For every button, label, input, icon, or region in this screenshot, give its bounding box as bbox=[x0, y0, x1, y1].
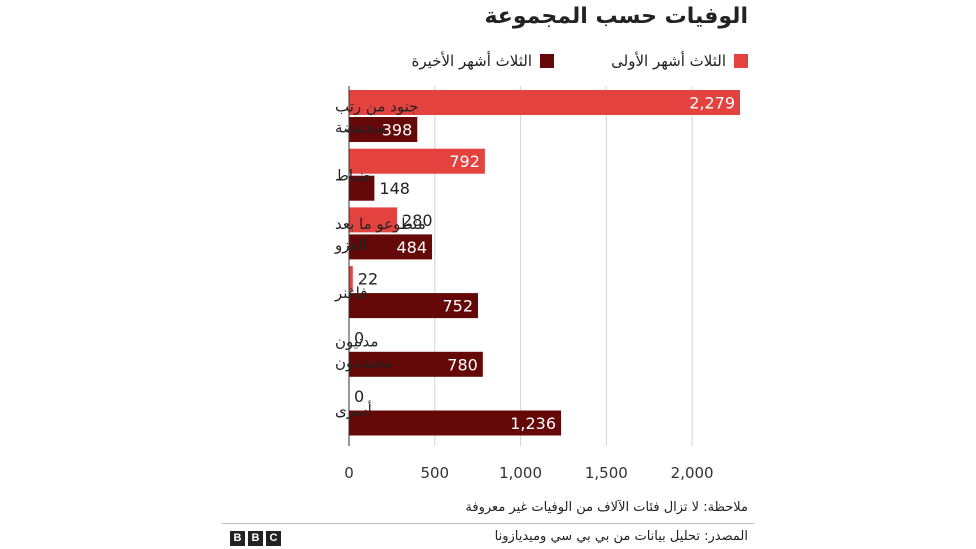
bar-value-label: 780 bbox=[447, 355, 478, 374]
bar-last-three-months bbox=[349, 351, 483, 377]
bar-last-three-months bbox=[349, 410, 562, 436]
bar-value-label: 752 bbox=[442, 297, 473, 316]
legend-first-three-months: الثلاث أشهر الأولى bbox=[611, 50, 748, 72]
category-label: متطوعو ما بعد bbox=[335, 215, 426, 233]
bar-value-label: 280 bbox=[402, 211, 433, 230]
x-tick-label: 1,500 bbox=[585, 464, 628, 482]
logo-letter: B bbox=[248, 531, 263, 546]
category-label: منخفضة bbox=[335, 119, 386, 137]
bar-value-label: 792 bbox=[449, 152, 480, 171]
chart-note: ملاحظة: لا تزال فئات الآلاف من الوفيات غ… bbox=[465, 500, 748, 515]
category-label: الغزو bbox=[334, 236, 367, 254]
bar-value-label: 398 bbox=[382, 121, 413, 140]
bar-first-three-months bbox=[349, 207, 398, 233]
bar-value-label: 484 bbox=[396, 238, 427, 257]
chart-title: الوفيات حسب المجموعة bbox=[484, 4, 748, 29]
bar-first-three-months bbox=[349, 90, 740, 115]
bbc-logo: B B C bbox=[230, 531, 281, 546]
x-tick-label: 2,000 bbox=[671, 464, 714, 482]
bar-value-label: 22 bbox=[358, 270, 378, 289]
bar-value-label: 148 bbox=[379, 179, 410, 198]
category-label: محشدون bbox=[335, 353, 392, 371]
chart-source: المصدر: تحليل بيانات من بي بي سي وميدياز… bbox=[494, 529, 748, 544]
bar-value-label: 0 bbox=[354, 387, 364, 406]
category-label: جنود من رتب bbox=[335, 98, 418, 116]
legend-label-last: الثلاث أشهر الأخيرة bbox=[411, 52, 532, 70]
logo-letter: B bbox=[230, 531, 245, 546]
category-label: فاغنر bbox=[334, 284, 367, 302]
bar-last-three-months bbox=[349, 234, 433, 260]
x-tick-label: 500 bbox=[420, 464, 449, 482]
legend-swatch-last bbox=[540, 54, 554, 68]
category-label: مدنيون bbox=[335, 332, 378, 350]
legend-swatch-first bbox=[734, 54, 748, 68]
bar-last-three-months bbox=[349, 293, 479, 319]
x-tick-label: 1,000 bbox=[499, 464, 542, 482]
x-tick-label: 0 bbox=[344, 464, 354, 482]
bar-value-label: 2,279 bbox=[689, 94, 735, 113]
bar-first-three-months bbox=[349, 148, 485, 174]
bar-first-three-months bbox=[349, 266, 353, 292]
category-label: أسرى bbox=[335, 401, 372, 420]
legend-last-three-months: الثلاث أشهر الأخيرة bbox=[412, 50, 554, 72]
legend-label-first: الثلاث أشهر الأولى bbox=[611, 52, 726, 70]
chart-card: الوفيات حسب المجموعة الثلاث أشهر الأولى … bbox=[222, 0, 754, 549]
bar-last-three-months bbox=[349, 117, 418, 142]
footer-divider bbox=[222, 523, 754, 524]
logo-letter: C bbox=[266, 531, 281, 546]
category-label: ضباط bbox=[335, 167, 371, 185]
bar-value-label: 1,236 bbox=[510, 414, 556, 433]
bar-chart: 0 500 1,000 1,500 2,000 2,279 398 جنود من رتب من… bbox=[334, 86, 740, 482]
bar-value-label: 0 bbox=[354, 328, 364, 347]
bar-last-three-months bbox=[349, 175, 375, 201]
